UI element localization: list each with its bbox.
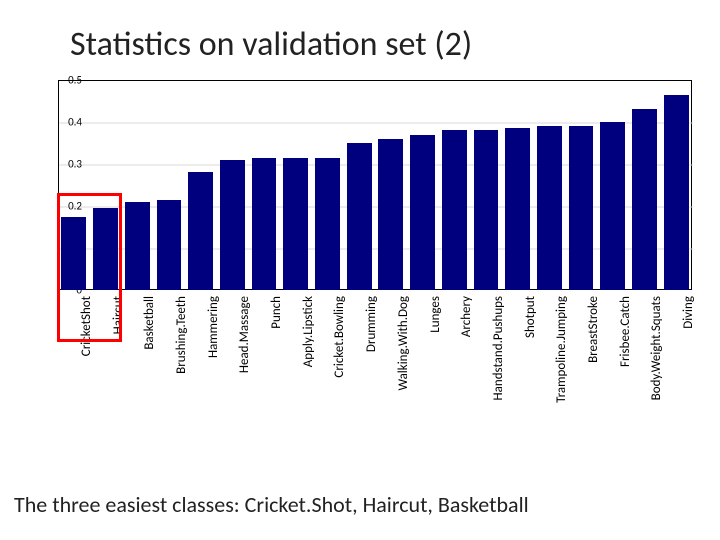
x-tick-label: Apply.Lipstick (301, 296, 316, 367)
bar (505, 128, 530, 290)
x-tick-label: Brushing.Teeth (174, 296, 189, 374)
bar (347, 143, 372, 290)
x-tick-label: Body.Weight.Squats (649, 296, 664, 400)
slide: Statistics on validation set (2) 00.10.2… (0, 0, 720, 540)
x-tick-label: Walking.With.Dog (396, 296, 411, 391)
bar (61, 217, 86, 291)
x-tick-label: Basketball (142, 296, 157, 350)
bar (93, 208, 118, 290)
bar (474, 130, 499, 290)
bar (220, 160, 245, 290)
bar (664, 95, 689, 290)
bar (378, 139, 403, 290)
x-tick-label: Punch (269, 296, 284, 329)
bar (569, 126, 594, 290)
bar (442, 130, 467, 290)
x-tick-label: CricketShot (79, 296, 94, 356)
x-tick-label: BreastStroke (586, 296, 601, 363)
bar (188, 172, 213, 290)
x-tick-label: Frisbee.Catch (618, 296, 633, 367)
page-title: Statistics on validation set (2) (70, 24, 472, 65)
bars-group (58, 80, 692, 290)
x-tick-label: Drumming (364, 296, 379, 352)
bar (537, 126, 562, 290)
x-tick-label: Diving (681, 296, 696, 329)
x-tick-label: Haircut (111, 296, 126, 334)
bar (315, 158, 340, 290)
bar (157, 200, 182, 290)
x-tick-label: Hammering (206, 296, 221, 358)
x-tick-label: Lunges (428, 296, 443, 333)
caption-text: The three easiest classes: Cricket.Shot,… (14, 491, 529, 518)
x-tick-label: Shotput (523, 296, 538, 338)
x-tick-label: Trampoline.Jumping (554, 296, 569, 403)
bar (125, 202, 150, 290)
x-tick-label: Cricket.Bowling (332, 296, 347, 378)
bar-chart: 00.10.20.30.40.5 CricketShotHaircutBaske… (28, 80, 692, 460)
bar (252, 158, 277, 290)
x-tick-label: Archery (459, 296, 474, 337)
bar (283, 158, 308, 290)
x-axis-labels: CricketShot Haircut Basketball Brushing.Tee… (58, 292, 692, 462)
bar (632, 109, 657, 290)
bar (600, 122, 625, 290)
x-tick-label: Head.Massage (237, 296, 252, 373)
bar (410, 135, 435, 290)
x-tick-label: Handstand.Pushups (491, 296, 506, 400)
